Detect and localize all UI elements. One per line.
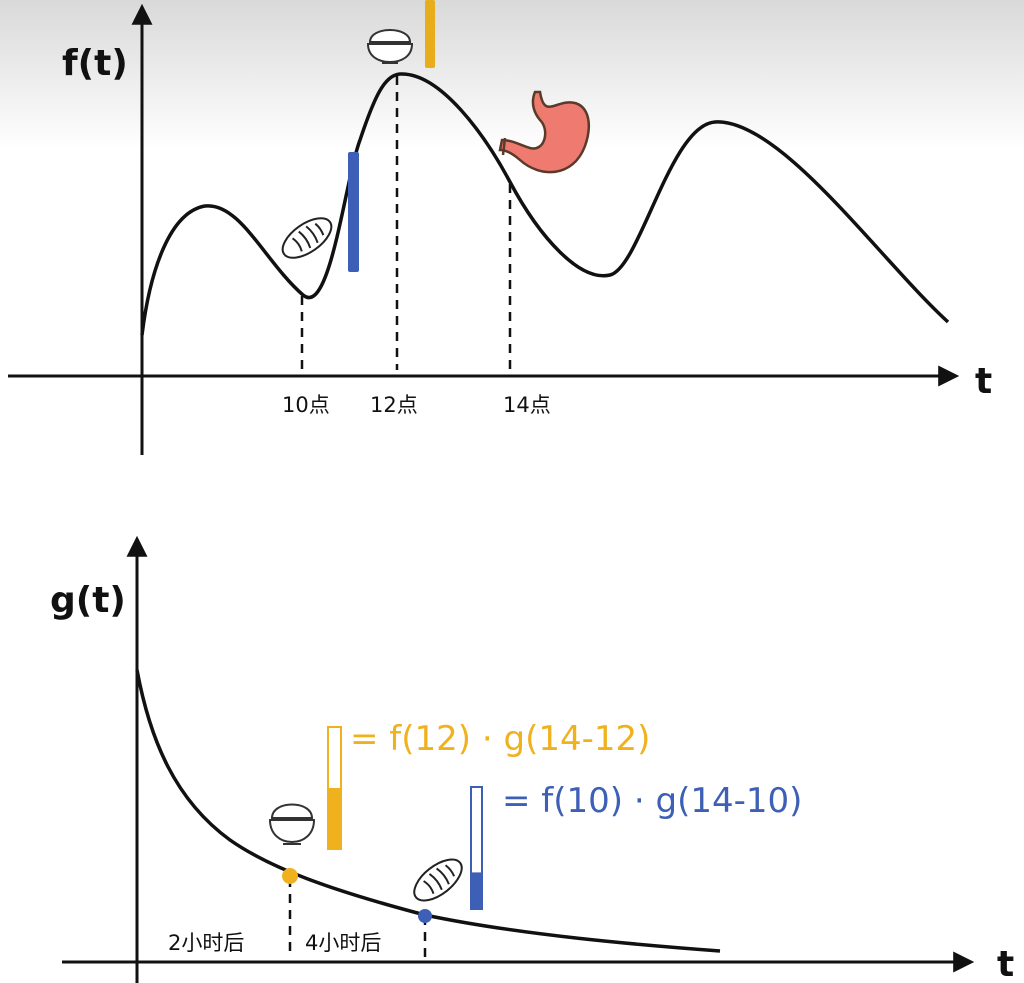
stomach-icon xyxy=(498,90,591,174)
tick-14: 14点 xyxy=(503,393,551,417)
bottom-y-label: g(t) xyxy=(50,580,126,621)
bottom-chart: g(t) t 2小时后 4小时后 = f(12) · g(14-12) = f(… xyxy=(50,535,1014,983)
bottom-x-label: t xyxy=(997,944,1014,983)
rice-level-bar xyxy=(327,726,342,850)
bread-point xyxy=(418,909,432,923)
rice-bowl-icon xyxy=(268,803,316,845)
tick-12: 12点 xyxy=(370,393,418,417)
f-curve xyxy=(140,72,950,336)
top-shading xyxy=(0,0,1024,150)
bread-intake-bar xyxy=(348,152,359,272)
tick-4h: 4小时后 xyxy=(305,931,381,955)
rice-bowl-icon xyxy=(366,29,414,64)
formula-rice: = f(12) · g(14-12) xyxy=(350,719,650,759)
tick-10: 10点 xyxy=(282,393,330,417)
top-y-label: f(t) xyxy=(62,43,128,84)
bread-level-bar xyxy=(470,786,483,910)
tick-2h: 2小时后 xyxy=(168,931,244,955)
bread-icon xyxy=(281,217,333,259)
rice-point xyxy=(282,868,298,884)
g-curve xyxy=(135,669,721,953)
top-x-label: t xyxy=(975,361,992,402)
top-chart: f(t) t 10点 12点 14点 xyxy=(8,0,992,455)
formula-bread: = f(10) · g(14-10) xyxy=(502,781,802,821)
rice-intake-bar xyxy=(425,0,435,68)
bread-icon xyxy=(413,858,463,902)
